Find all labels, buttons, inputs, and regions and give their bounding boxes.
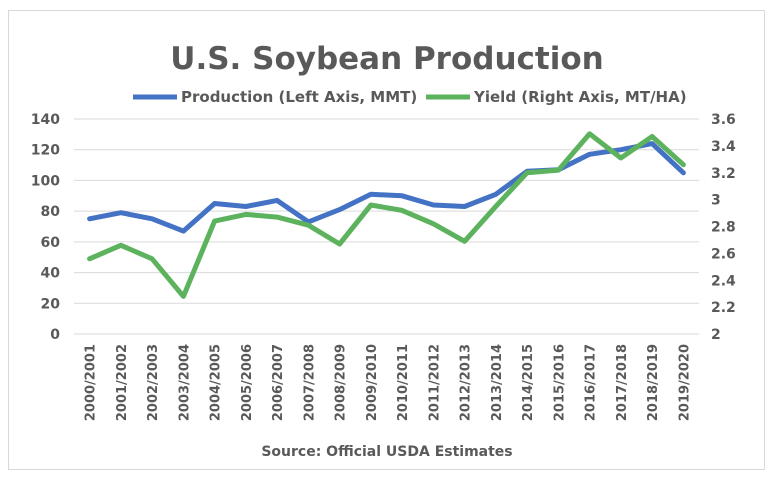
legend-label-yield: Yield (Right Axis, MT/HA) xyxy=(473,88,687,106)
y-right-tick-label: 2.4 xyxy=(711,273,736,289)
y-right-tick-label: 2.6 xyxy=(711,246,736,262)
y-left-tick-label: 80 xyxy=(41,204,61,220)
x-tick-label: 2012/2013 xyxy=(459,344,474,421)
y-right-tick-label: 2.8 xyxy=(711,220,736,236)
production-series-line xyxy=(87,141,686,234)
y-right-tick-label: 3.2 xyxy=(711,166,736,182)
chart-title: U.S. Soybean Production xyxy=(170,41,603,77)
y-left-tick-label: 140 xyxy=(31,112,60,128)
legend-label-production: Production (Left Axis, MMT) xyxy=(181,88,417,106)
left-axis-ticks: 0 20 40 60 80 100 120 140 xyxy=(31,112,60,343)
gridlines xyxy=(74,118,699,335)
x-tick-label: 2010/2011 xyxy=(396,344,411,421)
y-left-tick-label: 20 xyxy=(41,296,61,312)
x-tick-label: 2009/2010 xyxy=(365,344,380,421)
x-tick-label: 2002/2003 xyxy=(146,344,161,421)
y-left-tick-label: 120 xyxy=(31,143,60,159)
y-right-tick-label: 3.4 xyxy=(711,139,736,155)
y-right-tick-label: 2 xyxy=(711,327,721,343)
line-chart: U.S. Soybean Production Production (Left… xyxy=(31,41,736,460)
x-tick-label: 2015/2016 xyxy=(552,344,567,421)
y-right-tick-label: 3 xyxy=(711,193,721,209)
y-left-tick-label: 40 xyxy=(41,266,61,282)
source-note: Source: Official USDA Estimates xyxy=(261,444,512,460)
x-tick-label: 2017/2018 xyxy=(615,344,630,421)
x-tick-label: 2014/2015 xyxy=(521,344,536,421)
x-tick-label: 2000/2001 xyxy=(84,344,99,421)
legend: Production (Left Axis, MMT) Yield (Right… xyxy=(133,88,687,106)
x-axis-ticks: 2000/2001 2001/2002 2002/2003 2003/2004 2004… xyxy=(84,344,693,421)
y-left-tick-label: 60 xyxy=(41,235,61,251)
y-right-tick-label: 2.2 xyxy=(711,300,736,316)
series-lines xyxy=(87,131,686,299)
y-left-tick-label: 0 xyxy=(50,327,60,343)
x-tick-label: 2005/2006 xyxy=(240,344,255,421)
chart-frame: U.S. Soybean Production Production (Left… xyxy=(8,10,765,470)
x-tick-label: 2018/2019 xyxy=(646,344,661,421)
x-tick-label: 2003/2004 xyxy=(177,344,192,421)
yield-series-line xyxy=(87,131,686,299)
x-tick-label: 2001/2002 xyxy=(115,344,130,421)
y-left-tick-label: 100 xyxy=(31,173,60,189)
x-tick-label: 2011/2012 xyxy=(427,344,442,421)
x-tick-label: 2016/2017 xyxy=(584,344,599,421)
right-axis-ticks: 2 2.2 2.4 2.6 2.8 3 3.2 3.4 3.6 xyxy=(711,112,736,343)
y-right-tick-label: 3.6 xyxy=(711,112,736,128)
x-tick-label: 2019/2020 xyxy=(677,344,692,421)
x-tick-label: 2004/2005 xyxy=(209,344,224,421)
x-tick-label: 2006/2007 xyxy=(271,344,286,421)
x-tick-label: 2008/2009 xyxy=(334,344,349,421)
x-tick-label: 2007/2008 xyxy=(302,344,317,421)
x-tick-label: 2013/2014 xyxy=(490,344,505,421)
